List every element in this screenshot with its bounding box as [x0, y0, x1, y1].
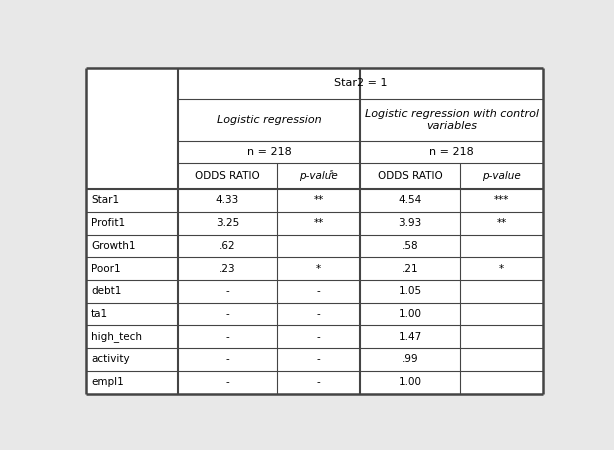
Text: high_tech: high_tech [91, 331, 142, 342]
Text: 1.00: 1.00 [398, 309, 422, 319]
Text: -: - [317, 377, 321, 387]
Text: *: * [316, 264, 321, 274]
Text: -: - [225, 377, 229, 387]
Text: debt1: debt1 [91, 286, 122, 297]
Text: -: - [225, 355, 229, 365]
Text: activity: activity [91, 355, 130, 365]
Text: n = 218: n = 218 [247, 147, 292, 157]
Text: -: - [317, 286, 321, 297]
Text: Logistic regression: Logistic regression [217, 115, 321, 125]
Text: 1.05: 1.05 [398, 286, 422, 297]
Text: 4.33: 4.33 [216, 195, 239, 206]
Text: -: - [317, 332, 321, 342]
Text: **: ** [496, 218, 507, 228]
Text: Logistic regression with control
variables: Logistic regression with control variabl… [365, 109, 538, 130]
Text: ODDS RATIO: ODDS RATIO [378, 171, 443, 181]
Text: .99: .99 [402, 355, 418, 365]
Text: -: - [317, 309, 321, 319]
Text: ta1: ta1 [91, 309, 108, 319]
Text: Growth1: Growth1 [91, 241, 136, 251]
Text: ***: *** [494, 195, 509, 206]
Text: p-value: p-value [482, 171, 521, 181]
Text: .62: .62 [219, 241, 236, 251]
Text: 3.93: 3.93 [398, 218, 422, 228]
Text: .21: .21 [402, 264, 418, 274]
Text: n = 218: n = 218 [429, 147, 474, 157]
Text: *: * [499, 264, 504, 274]
Text: 3.25: 3.25 [216, 218, 239, 228]
Text: s: s [329, 169, 333, 175]
Text: **: ** [314, 218, 324, 228]
Text: ODDS RATIO: ODDS RATIO [195, 171, 260, 181]
Text: 1.00: 1.00 [398, 377, 422, 387]
Text: Star2 = 1: Star2 = 1 [333, 78, 387, 89]
Text: 1.47: 1.47 [398, 332, 422, 342]
Text: Profit1: Profit1 [91, 218, 125, 228]
Text: p-value: p-value [300, 171, 338, 181]
Text: 4.54: 4.54 [398, 195, 422, 206]
Text: **: ** [314, 195, 324, 206]
Text: -: - [225, 332, 229, 342]
Text: .23: .23 [219, 264, 236, 274]
Text: Star1: Star1 [91, 195, 119, 206]
Text: -: - [317, 355, 321, 365]
Text: -: - [225, 286, 229, 297]
Text: .58: .58 [402, 241, 418, 251]
Text: Poor1: Poor1 [91, 264, 120, 274]
Text: empl1: empl1 [91, 377, 124, 387]
Text: -: - [225, 309, 229, 319]
